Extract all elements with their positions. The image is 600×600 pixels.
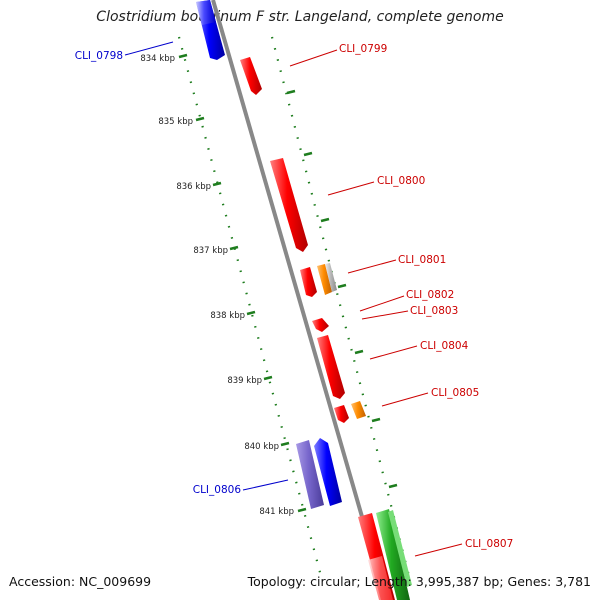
gene-cli-0805-red[interactable]	[334, 405, 349, 423]
gene-cli-0804[interactable]	[317, 335, 345, 399]
tick-labels: 834 kbp 835 kbp 836 kbp 837 kbp 838 kbp …	[140, 54, 294, 517]
gene-cli-0807-fade	[368, 556, 393, 600]
gene-labels: CLI_0798 CLI_0799 CLI_0800 CLI_0801 CLI_…	[75, 43, 514, 550]
label-cli-0799[interactable]: CLI_0799	[339, 43, 387, 55]
gene-cli-0806[interactable]	[296, 440, 324, 509]
ruler-outer	[270, 36, 412, 581]
gene-cli-0807-green-2[interactable]	[388, 510, 412, 587]
gene-features	[196, 0, 412, 600]
tick-label-841: 841 kbp	[259, 507, 294, 517]
gene-cli-0807-green[interactable]	[376, 509, 410, 600]
label-cli-0798[interactable]: CLI_0798	[75, 50, 123, 62]
label-cli-0802[interactable]: CLI_0802	[406, 289, 454, 301]
gene-cli-0800[interactable]	[270, 158, 308, 252]
tick-label-839: 839 kbp	[227, 376, 262, 386]
accession-text: Accession: NC_009699	[9, 574, 152, 589]
tick-label-840: 840 kbp	[244, 442, 279, 452]
gene-cli-0801-gray[interactable]	[325, 263, 337, 292]
gene-cli-0801-orange[interactable]	[317, 264, 332, 295]
label-cli-0804[interactable]: CLI_0804	[420, 340, 469, 352]
label-cli-0805[interactable]: CLI_0805	[431, 387, 479, 399]
gene-cli-0801[interactable]	[300, 267, 317, 297]
gene-cli-0805[interactable]	[351, 401, 366, 419]
label-cli-0800[interactable]: CLI_0800	[377, 175, 425, 187]
genome-title: Clostridium botulinum F str. Langeland, …	[96, 9, 504, 25]
tick-label-837: 837 kbp	[193, 246, 228, 256]
gene-cli-0806-blue[interactable]	[314, 438, 342, 506]
tick-label-838: 838 kbp	[210, 311, 245, 321]
tick-label-835: 835 kbp	[158, 117, 193, 127]
gene-cli-0798-fade	[196, 0, 216, 25]
gene-cli-0799[interactable]	[240, 57, 262, 95]
tick-label-836: 836 kbp	[176, 182, 211, 192]
major-ticks-outer	[286, 89, 398, 489]
label-cli-0803[interactable]: CLI_0803	[410, 305, 458, 317]
tick-label-834: 834 kbp	[140, 54, 175, 64]
genome-backbone	[211, 0, 388, 600]
label-leaders	[124, 41, 463, 557]
label-cli-0807[interactable]: CLI_0807	[465, 538, 513, 550]
gene-cli-0802[interactable]	[312, 318, 329, 332]
label-cli-0806[interactable]: CLI_0806	[193, 484, 242, 496]
topology-text: Topology: circular; Length: 3,995,387 bp…	[247, 574, 591, 589]
label-cli-0801[interactable]: CLI_0801	[398, 254, 446, 266]
major-ticks-inner	[178, 53, 307, 513]
